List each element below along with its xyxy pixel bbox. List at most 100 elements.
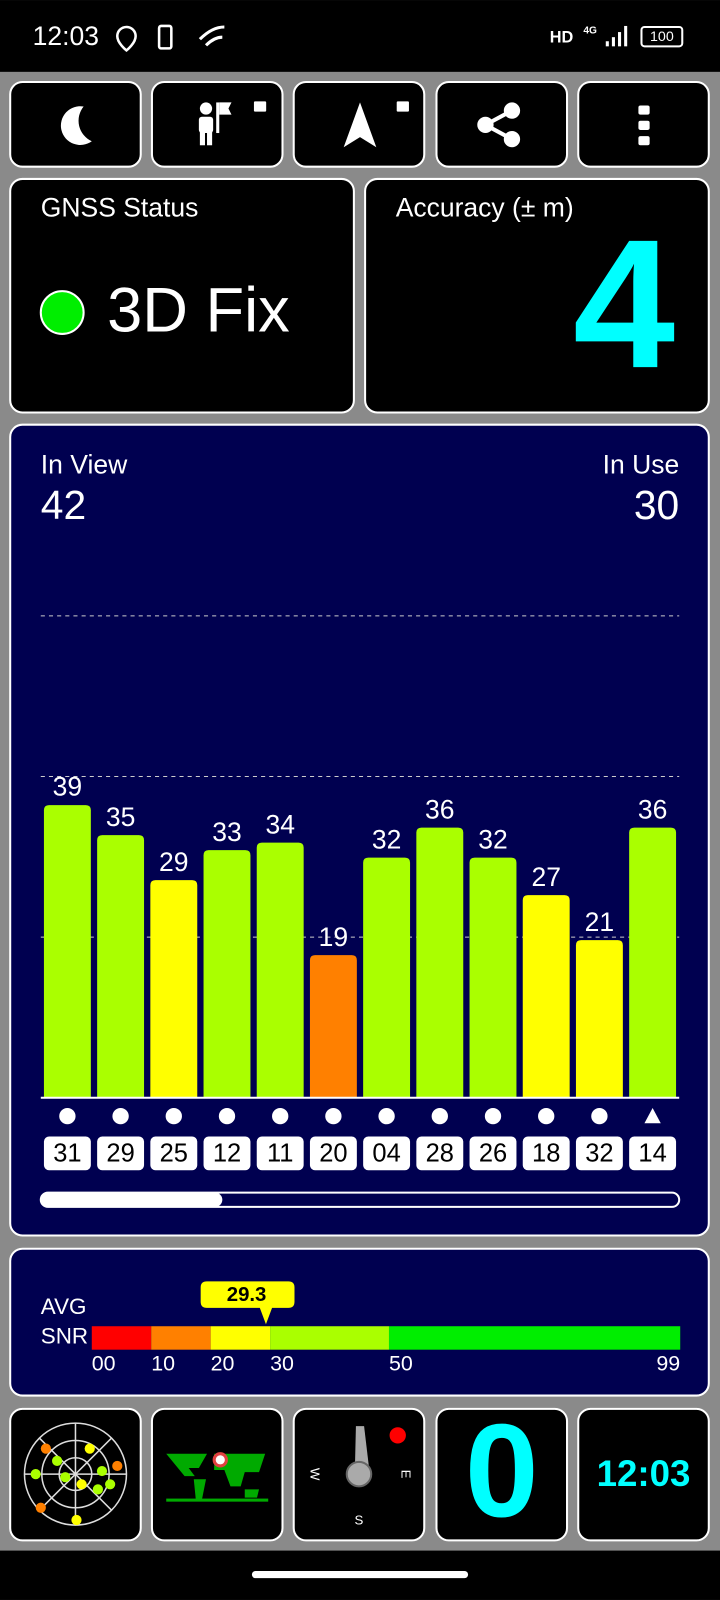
in-view-label: In View <box>41 450 128 480</box>
bar-value-label: 19 <box>319 922 348 952</box>
signal-icon <box>605 25 628 47</box>
scrollbar-thumb[interactable] <box>40 1192 223 1207</box>
menu-icon <box>638 105 650 146</box>
bar-value-label: 33 <box>212 817 241 847</box>
person-flag-icon <box>198 101 267 146</box>
bar <box>416 827 464 1098</box>
in-view-value: 42 <box>41 482 86 528</box>
vibrate-icon <box>157 24 173 50</box>
sat-marker <box>325 1107 342 1125</box>
x-tick-label: 25 <box>160 1140 188 1168</box>
accuracy-tile <box>364 177 710 414</box>
sat-id-box <box>363 1136 411 1171</box>
battery-icon <box>640 25 684 48</box>
x-tick-label: 26 <box>479 1140 507 1168</box>
bar <box>203 850 251 1098</box>
snr-tick-label: 30 <box>270 1352 294 1376</box>
x-tick-label: 12 <box>213 1140 241 1168</box>
bar-value-label: 36 <box>638 794 667 824</box>
clock-tile[interactable] <box>577 1407 710 1542</box>
snr-segment <box>388 1326 681 1350</box>
avg-snr-value: 29.3 <box>227 1284 267 1306</box>
home-indicator[interactable] <box>251 1570 469 1579</box>
snr-segment <box>91 1326 152 1350</box>
bar <box>43 805 91 1098</box>
status-hd: HD <box>550 28 574 46</box>
sat-marker <box>59 1107 76 1125</box>
bar-value-label: 34 <box>265 809 294 839</box>
snr-chart: 39 31 35 29 29 25 33 12 34 11 19 20 32 04 36 28 32 26 27 18… <box>40 615 680 1171</box>
snr-segment <box>270 1326 389 1350</box>
bar-value-label: 29 <box>159 847 188 877</box>
bar <box>150 880 198 1098</box>
status-bar <box>0 0 720 72</box>
map-tile[interactable] <box>150 1407 284 1542</box>
snr-scale: 00 10 20 30 50 99 29.3 <box>91 1281 681 1376</box>
snr-tick-label: 10 <box>151 1352 175 1376</box>
compass-east: E <box>398 1470 413 1479</box>
x-tick-label: 20 <box>319 1140 347 1168</box>
bar-value-label: 32 <box>478 824 507 854</box>
sat-marker <box>431 1107 448 1125</box>
fix-indicator <box>39 290 85 335</box>
x-tick-label: 28 <box>426 1140 454 1168</box>
snr-tick-label: 99 <box>656 1352 680 1376</box>
x-tick-label: 29 <box>106 1140 134 1168</box>
bar-value-label: 39 <box>53 772 82 802</box>
sat-id-box <box>150 1136 198 1171</box>
bar-value-label: 36 <box>425 794 454 824</box>
sat-marker <box>112 1107 129 1125</box>
compass-needle <box>354 1426 370 1470</box>
x-tick-label: 32 <box>585 1140 613 1168</box>
status-battery: 100 <box>650 29 674 45</box>
bar <box>363 857 411 1098</box>
sat-id-box <box>469 1136 517 1171</box>
sat-marker <box>644 1107 661 1124</box>
gnss-status-title: GNSS Status <box>41 193 199 223</box>
bar <box>97 835 145 1098</box>
skyplot-satellites <box>30 1443 123 1526</box>
sat-marker <box>272 1107 289 1125</box>
x-tick-label: 11 <box>267 1140 293 1168</box>
bar <box>309 955 357 1098</box>
compass-south: S <box>355 1513 364 1528</box>
x-tick-label: 14 <box>638 1140 666 1168</box>
sat-marker <box>484 1107 502 1125</box>
sat-marker <box>378 1107 395 1125</box>
snr-segment <box>210 1326 271 1350</box>
bar <box>522 895 570 1098</box>
clock-value: 12:03 <box>597 1453 691 1494</box>
gnss-fix: 3D Fix <box>107 275 290 345</box>
location-icon <box>116 25 137 53</box>
x-tick-label: 04 <box>372 1140 400 1168</box>
avg-label: AVG <box>41 1294 87 1319</box>
sat-marker <box>218 1107 236 1125</box>
gnss-status-tile <box>9 177 355 414</box>
bar <box>469 857 517 1098</box>
sat-id-box <box>256 1136 304 1171</box>
moon-icon <box>60 106 92 145</box>
sat-marker <box>591 1107 608 1125</box>
bar-value-label: 32 <box>372 824 401 854</box>
snr-tick-label: 20 <box>211 1352 235 1376</box>
location-marker <box>212 1452 228 1468</box>
sat-id-box <box>575 1136 623 1171</box>
sat-id-box <box>629 1136 677 1171</box>
sat-marker <box>538 1107 555 1125</box>
speed-tile[interactable] <box>435 1407 569 1542</box>
sat-id-box <box>416 1136 464 1171</box>
skyplot-icon <box>23 1422 128 1526</box>
bottom-row: W E S 0 12:03 <box>9 1397 710 1545</box>
in-use-value: 30 <box>634 482 679 528</box>
bar <box>575 940 623 1098</box>
bar <box>256 842 304 1098</box>
compass-west: W <box>308 1468 323 1481</box>
wifi-icon <box>198 25 225 47</box>
compass-target <box>389 1427 406 1444</box>
share-button[interactable] <box>435 81 569 168</box>
bar-value-label: 21 <box>585 907 614 937</box>
accuracy-value: 4 <box>573 201 675 406</box>
sat-id-box <box>97 1136 145 1171</box>
